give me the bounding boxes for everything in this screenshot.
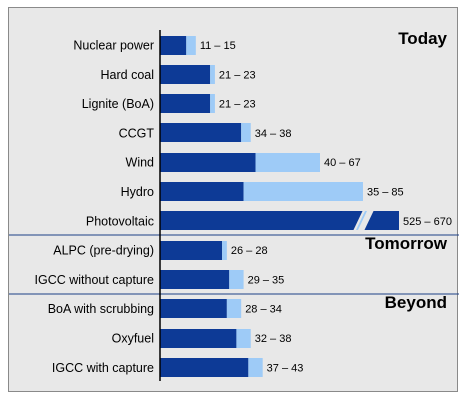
category-label-igcc-with-capture: IGCC with capture bbox=[52, 361, 154, 375]
category-label-wind: Wind bbox=[126, 156, 155, 170]
category-label-igcc-without-capture: IGCC without capture bbox=[35, 273, 155, 287]
bar-range-lignite-boa bbox=[210, 94, 215, 113]
bar-min-hydro bbox=[160, 182, 244, 201]
bar-range-hydro bbox=[243, 182, 363, 201]
bar-range-igcc-with-capture bbox=[248, 358, 263, 377]
bar-min-hard-coal bbox=[160, 65, 211, 84]
bar-range-photovoltaic bbox=[356, 211, 367, 230]
chart-frame: Today Tomorrow Beyond Nuclear power 11 – 15 H… bbox=[8, 7, 459, 392]
value-label-photovoltaic: 525 – 670 bbox=[403, 216, 452, 228]
value-label-lignite-boa: 21 – 23 bbox=[219, 99, 256, 111]
bar-range-igcc-without-capture bbox=[229, 270, 244, 289]
bar-min-nuclear-power bbox=[160, 36, 187, 55]
value-label-oxyfuel: 32 – 38 bbox=[255, 333, 292, 345]
value-label-igcc-with-capture: 37 – 43 bbox=[267, 362, 304, 374]
group-label-tomorrow: Tomorrow bbox=[365, 234, 448, 253]
category-label-ccgt: CCGT bbox=[119, 126, 155, 140]
bar-range-oxyfuel bbox=[236, 329, 251, 348]
bar-min-alpc-pre-drying bbox=[160, 241, 223, 260]
category-label-hydro: Hydro bbox=[121, 185, 154, 199]
category-label-lignite-boa: Lignite (BoA) bbox=[82, 97, 154, 111]
bar-range-boa-with-scrubbing bbox=[226, 299, 242, 318]
category-label-nuclear-power: Nuclear power bbox=[73, 39, 154, 53]
value-label-igcc-without-capture: 29 – 35 bbox=[248, 274, 285, 286]
bar-range-nuclear-power bbox=[186, 36, 196, 55]
value-label-hydro: 35 – 85 bbox=[367, 187, 404, 199]
bar-min-igcc-with-capture bbox=[160, 358, 249, 377]
bar-min-igcc-without-capture bbox=[160, 270, 230, 289]
bar-min-lignite-boa bbox=[160, 94, 211, 113]
bar-range-hard-coal bbox=[210, 65, 215, 84]
value-label-hard-coal: 21 – 23 bbox=[219, 69, 256, 81]
category-label-photovoltaic: Photovoltaic bbox=[86, 214, 154, 228]
value-label-wind: 40 – 67 bbox=[324, 157, 361, 169]
bar-min-oxyfuel bbox=[160, 329, 237, 348]
group-label-beyond: Beyond bbox=[385, 293, 447, 312]
bar-min-photovoltaic bbox=[160, 211, 399, 230]
bar-min-wind bbox=[160, 153, 256, 172]
bar-min-boa-with-scrubbing bbox=[160, 299, 227, 318]
range-bar-chart: Today Tomorrow Beyond Nuclear power 11 – 15 H… bbox=[9, 29, 459, 381]
value-label-nuclear-power: 11 – 15 bbox=[200, 40, 236, 52]
group-label-today: Today bbox=[398, 29, 447, 48]
bar-range-alpc-pre-drying bbox=[222, 241, 227, 260]
category-label-hard-coal: Hard coal bbox=[101, 68, 155, 82]
bar-range-wind bbox=[255, 153, 320, 172]
category-label-boa-with-scrubbing: BoA with scrubbing bbox=[48, 302, 154, 316]
value-label-ccgt: 34 – 38 bbox=[255, 128, 292, 140]
category-label-alpc-pre-drying: ALPC (pre-drying) bbox=[53, 244, 154, 258]
category-label-oxyfuel: Oxyfuel bbox=[112, 332, 154, 346]
bar-range-ccgt bbox=[241, 123, 251, 142]
value-label-boa-with-scrubbing: 28 – 34 bbox=[245, 304, 282, 316]
value-label-alpc-pre-drying: 26 – 28 bbox=[231, 245, 268, 257]
bar-min-ccgt bbox=[160, 123, 242, 142]
